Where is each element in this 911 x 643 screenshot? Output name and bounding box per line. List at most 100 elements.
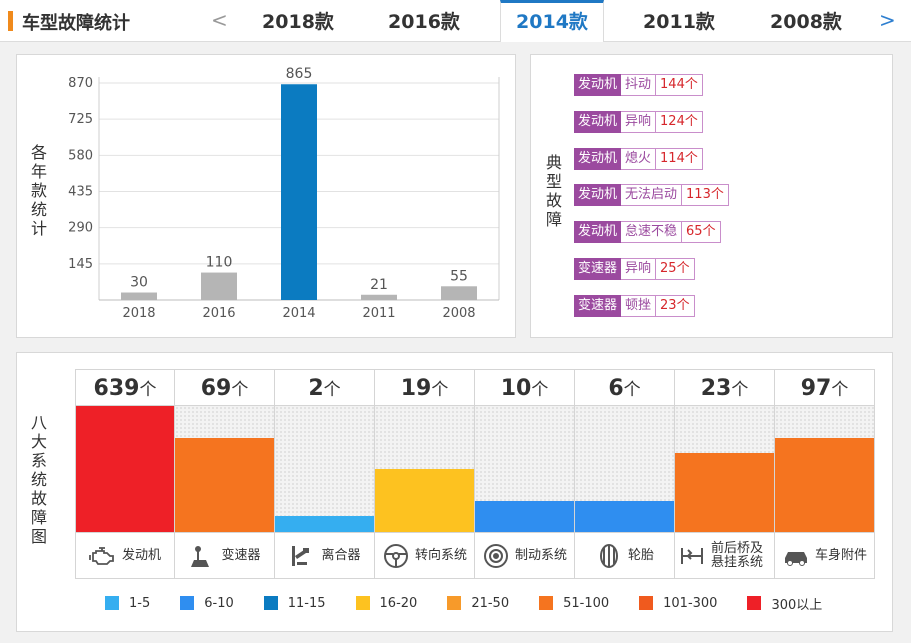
system-column[interactable]: 23个前后桥及悬挂系统 [675, 369, 775, 579]
legend-swatch [355, 596, 370, 610]
fault-name: 异响 [621, 258, 656, 280]
bar-2008 [441, 286, 477, 300]
fault-count: 23个 [655, 294, 695, 317]
system-count-value: 69 [200, 376, 232, 401]
x-tick-label-2011: 2011 [362, 306, 395, 321]
bar-2014 [281, 84, 317, 300]
legend-label: 51-100 [563, 595, 610, 611]
system-count-unit: 个 [231, 380, 249, 400]
system-count-value: 19 [400, 376, 432, 401]
yearly-chart-ylabel: 各年款统计 [30, 143, 47, 238]
fault-item[interactable]: 发动机 怠速不稳 65个 [574, 221, 721, 244]
fault-item[interactable]: 变速器 顿挫 23个 [574, 294, 695, 317]
fault-count: 65个 [681, 221, 721, 244]
tab-2018[interactable]: 2018款 [262, 11, 334, 33]
system-label: 变速器 [221, 547, 261, 563]
fault-item[interactable]: 发动机 异响 124个 [574, 110, 703, 133]
system-count-value: 639 [93, 376, 140, 401]
legend-item: 51-100 [539, 593, 609, 613]
fault-system: 变速器 [574, 294, 622, 317]
tire-icon [595, 542, 623, 570]
system-label: 转向系统 [414, 547, 467, 563]
fault-item[interactable]: 变速器 异响 25个 [574, 258, 695, 280]
system-count-value: 6 [608, 376, 624, 401]
fault-count: 113个 [681, 184, 729, 207]
system-bar [375, 469, 474, 532]
fault-count: 124个 [655, 110, 703, 133]
system-label-cell: 发动机 [76, 532, 174, 579]
fault-item[interactable]: 发动机 熄火 114个 [574, 147, 703, 170]
eight-systems-panel: 八大系统故障图 639个 发动机 69个 变速器 2个 离合器 19个 转向系统 10个 制动系统… [16, 352, 893, 632]
system-column[interactable]: 69个变速器 [175, 369, 275, 579]
system-count: 97个 [775, 369, 874, 406]
fault-item[interactable]: 发动机 无法启动 113个 [574, 184, 729, 207]
steering-wheel-icon [382, 542, 410, 570]
fault-name: 顿挫 [621, 294, 656, 317]
fault-count: 114个 [655, 147, 703, 170]
data-label-2018: 30 [130, 275, 148, 291]
legend-swatch [105, 596, 119, 610]
fault-name: 怠速不稳 [621, 221, 682, 244]
system-bar-area [475, 406, 574, 532]
system-column[interactable]: 10个 制动系统 [475, 369, 575, 579]
system-count-unit: 个 [139, 380, 157, 400]
system-count-value: 97 [800, 376, 832, 401]
system-label: 离合器 [321, 547, 361, 563]
brake-disc-icon [482, 542, 510, 570]
x-tick-label-2018: 2018 [122, 306, 155, 321]
system-bar [575, 500, 674, 532]
system-bar-area [775, 406, 874, 532]
system-column[interactable]: 6个 轮胎 [575, 369, 675, 579]
legend-item: 6-10 [180, 593, 234, 613]
next-arrow-icon[interactable]: > [879, 8, 896, 32]
system-bar-area [175, 406, 274, 532]
system-count-unit: 个 [431, 380, 449, 400]
legend-item: 1-5 [105, 593, 150, 613]
system-count: 6个 [575, 369, 674, 406]
legend-label: 6-10 [204, 595, 234, 611]
system-bar-area [675, 406, 774, 532]
system-count-unit: 个 [531, 380, 549, 400]
title-accent-bar [8, 11, 13, 31]
system-label-cell: 制动系统 [475, 532, 574, 579]
systems-grid: 639个 发动机 69个 变速器 2个 离合器 19个 转向系统 10个 制动系统 6个 轮胎 23个前… [75, 369, 875, 579]
tab-2008[interactable]: 2008款 [770, 11, 842, 33]
system-column[interactable]: 639个发动机 [75, 369, 175, 579]
data-label-2014: 865 [286, 66, 313, 82]
system-count: 23个 [675, 369, 774, 406]
suspension-icon [678, 542, 706, 570]
car-body-icon [782, 542, 810, 570]
fault-count: 25个 [655, 258, 695, 280]
tab-2014[interactable]: 2014款 [500, 0, 604, 42]
system-bar [475, 500, 574, 532]
y-tick-label: 145 [68, 257, 93, 272]
fault-item[interactable]: 发动机 抖动 144个 [574, 74, 703, 96]
tab-2016[interactable]: 2016款 [388, 11, 460, 33]
data-label-2008: 55 [450, 268, 468, 284]
fault-name: 无法启动 [621, 184, 682, 207]
systems-legend: 1-5 6-10 11-15 16-20 21-50 51-100 101-300 300以上 [105, 593, 852, 613]
fault-count: 144个 [655, 74, 703, 96]
system-column[interactable]: 19个转向系统 [375, 369, 475, 579]
system-label-cell: 前后桥及悬挂系统 [675, 532, 774, 579]
legend-label: 300以上 [771, 597, 823, 613]
gear-shift-icon [188, 542, 216, 570]
system-label-cell: 车身附件 [775, 532, 874, 579]
bar-2018 [121, 292, 157, 300]
typical-faults-panel: 典型故障 发动机 抖动 144个 发动机 异响 124个 发动机 熄火 114个 发动机 无法启动 1… [530, 54, 893, 338]
legend-swatch [639, 596, 654, 610]
system-label-cell: 变速器 [175, 532, 274, 579]
system-column[interactable]: 97个车身附件 [775, 369, 875, 579]
tab-2011[interactable]: 2011款 [643, 11, 715, 33]
system-count: 639个 [76, 369, 174, 406]
yearly-bar-chart: 145 290 435 580 725 870 30 2018 110 2016 865 2014 21… [68, 66, 500, 321]
system-bar [775, 437, 874, 532]
prev-arrow-icon[interactable]: < [211, 8, 228, 32]
fault-system: 发动机 [574, 221, 622, 244]
system-column[interactable]: 2个 离合器 [275, 369, 375, 579]
system-bar [76, 406, 174, 532]
system-bar-area [575, 406, 674, 532]
systems-chart-ylabel: 八大系统故障图 [30, 413, 47, 546]
bar-2011 [361, 294, 397, 300]
legend-swatch [539, 596, 554, 610]
